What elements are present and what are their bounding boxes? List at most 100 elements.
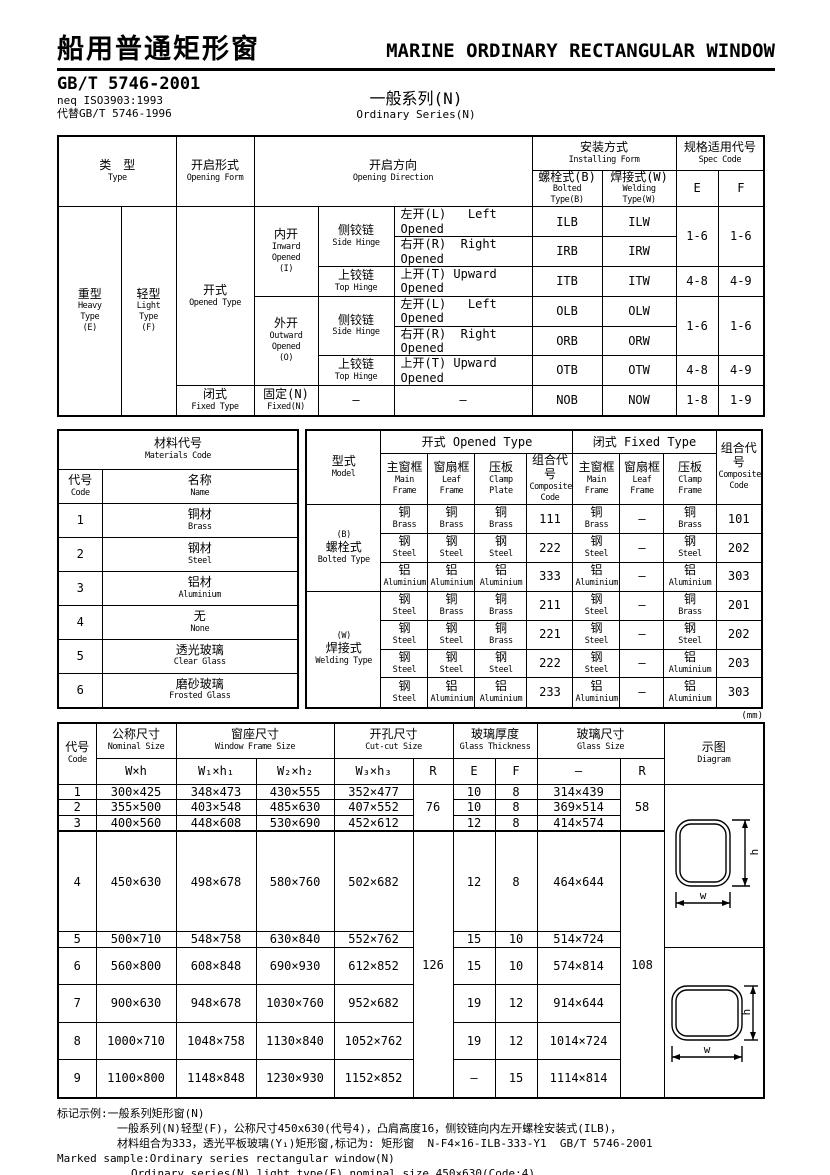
table-cell: OTW	[601, 355, 677, 387]
series-title-cn: 一般系列(N)	[369, 89, 463, 108]
table-cell: 铜 Brass	[474, 503, 528, 534]
table-cell: 12	[494, 984, 538, 1023]
table-cell: 580×760	[255, 830, 335, 933]
note-line: 标记示例:一般系列矩形窗(N)	[57, 1107, 205, 1121]
table-cell: 690×930	[255, 946, 335, 986]
table-cell: 右开(R) Right Opened	[393, 236, 533, 267]
table-cell: 211	[526, 590, 574, 621]
dim-w-label: w	[700, 889, 707, 902]
table-cell: —	[619, 503, 665, 534]
table-cell: 15	[452, 946, 496, 986]
table-cell: 548×758	[175, 931, 257, 948]
table-cell: 76	[412, 784, 454, 832]
table-cell: 闭式 Fixed Type	[175, 385, 255, 417]
header-cell: 主窗框 Main Frame	[380, 453, 429, 505]
table-cell: 952×682	[333, 984, 414, 1023]
opening-type-table: 类 型 Type 开启形式 Opening Form 开启方向 Opening Dir…	[57, 135, 766, 417]
table-row: W×h W₁×h₁ W₂×h₂ W₃×h₃ R E F — R	[58, 758, 764, 786]
table-cell: 19	[452, 984, 496, 1023]
table-cell: 101	[715, 503, 763, 534]
table-row: 1 铜材 Brass	[57, 503, 299, 538]
table-cell: NOB	[531, 385, 603, 417]
table-row: 代号 Code 名称 Name	[57, 469, 299, 505]
header-cell: 组合代号 Composite Code	[526, 453, 574, 505]
table-row: 2 355×500 403×548 485×630 407×552 10 8 369×514	[57, 799, 764, 816]
table-cell: —	[619, 590, 665, 621]
header-cell: 开孔尺寸 Cut-cut Size	[333, 722, 454, 760]
table-cell: 10	[452, 784, 496, 801]
table-cell: 4	[57, 830, 97, 933]
table-row: 6 磨砂玻璃 Frosted Glass	[57, 672, 299, 709]
header-cell: R	[619, 758, 665, 786]
dim-w-label: w	[704, 1043, 711, 1056]
header-cell: 类 型 Type	[57, 135, 177, 208]
header-cell: E	[675, 169, 719, 208]
table-row: 型式 Model 开式 Opened Type 闭式 Fixed Type 组合代…	[305, 429, 763, 505]
table-cell: 530×690	[255, 814, 335, 832]
table-cell: IRB	[531, 236, 603, 267]
table-cell: 铜材 Brass	[101, 503, 299, 538]
table-cell: 108	[619, 830, 665, 1099]
title-bar: 船用普通矩形窗 MARINE ORDINARY RECTANGULAR WIND…	[57, 36, 775, 63]
table-cell: 1048×758	[175, 1021, 257, 1061]
table-cell: 355×500	[95, 799, 177, 816]
table-cell: 铝材 Aluminium	[101, 570, 299, 606]
window-diagram-landscape: h w	[671, 985, 758, 1063]
table-cell: 上铰链 Top Hinge	[317, 265, 395, 297]
table-row: 钢 Steel 铝 Aluminium 铝 Aluminium 233 铝 Aluminium —…	[306, 677, 763, 709]
table-cell: 钢 Steel	[474, 648, 528, 679]
header-cell: W₁×h₁	[175, 758, 257, 786]
table-cell: 3	[57, 570, 103, 606]
table-cell: 1230×930	[255, 1059, 335, 1099]
note-line: 一般系列(N)轻型(F)，公称尺寸450x630(代号4)，凸肩高度16，侧铰链…	[117, 1122, 622, 1136]
header-cell: 名称 Name	[101, 469, 299, 505]
table-row: 代号 Code 公称尺寸 Nominal Size 窗座尺寸 Window Frame…	[57, 722, 765, 786]
table-cell: 6	[57, 672, 103, 709]
table-cell: 369×514	[536, 799, 621, 816]
table-cell: 1152×852	[333, 1059, 414, 1099]
table-cell: 铝 Aluminium	[380, 561, 429, 592]
note-line: Ordinary series(N),light type(F),nominal…	[131, 1167, 542, 1175]
table-cell: 铝 Aluminium	[572, 677, 621, 709]
table-cell: 2	[57, 536, 103, 572]
header-cell: F	[717, 169, 765, 208]
table-cell: 348×473	[175, 784, 257, 801]
header-cell: W₂×h₂	[255, 758, 335, 786]
table-cell: 303	[715, 677, 763, 709]
table-cell: 222	[526, 532, 574, 563]
table-cell: 钢 Steel	[474, 532, 528, 563]
table-cell: 5	[57, 931, 97, 948]
table-cell: 铜 Brass	[474, 590, 528, 621]
dim-h-label: h	[740, 1009, 753, 1016]
header-rule	[57, 68, 775, 71]
unit-label: (mm)	[741, 710, 763, 721]
table-cell: 608×848	[175, 946, 257, 986]
material-combination-table: 型式 Model 开式 Opened Type 闭式 Fixed Type 组合代…	[304, 428, 763, 709]
standard-number: GB/T 5746-2001	[57, 74, 201, 94]
table-cell: 452×612	[333, 814, 414, 832]
table-cell: 4-9	[717, 355, 765, 387]
table-cell: OLB	[531, 295, 603, 327]
table-cell: 948×678	[175, 984, 257, 1023]
table-row: 4 无 None	[57, 604, 299, 640]
header-cell: 代号 Code	[57, 722, 97, 786]
table-cell: 铜 Brass	[663, 503, 717, 534]
table-cell: 1030×760	[255, 984, 335, 1023]
header-cell: 型式 Model	[305, 429, 382, 505]
table-cell: 侧铰链 Side Hinge	[317, 206, 395, 267]
table-cell: ILB	[531, 206, 603, 238]
table-cell: 1-6	[717, 206, 765, 267]
header-cell: 压板 Clamp Plate	[474, 453, 528, 505]
table-cell: 222	[526, 648, 574, 679]
series-title-en: Ordinary Series(N)	[356, 108, 476, 122]
table-cell: 6	[57, 946, 97, 986]
header-cell: 压板 Clamp Frame	[663, 453, 717, 505]
table-cell: 铜 Brass	[427, 503, 476, 534]
page-title-en: MARINE ORDINARY RECTANGULAR WINDOW	[386, 40, 775, 62]
header-cell: 螺栓式(B) Bolted Type(B)	[531, 169, 603, 208]
table-cell: IRW	[601, 236, 677, 267]
table-cell: 1114×814	[536, 1059, 621, 1099]
materials-code-table: 材料代号 Materials Code 代号 Code 名称 Name 1 铜材 Bras…	[57, 428, 300, 709]
table-cell: 钢 Steel	[380, 677, 429, 709]
table-row: 重型 Heavy Type (E) 轻型 Light Type (F) 开式 Opened T…	[57, 206, 765, 417]
